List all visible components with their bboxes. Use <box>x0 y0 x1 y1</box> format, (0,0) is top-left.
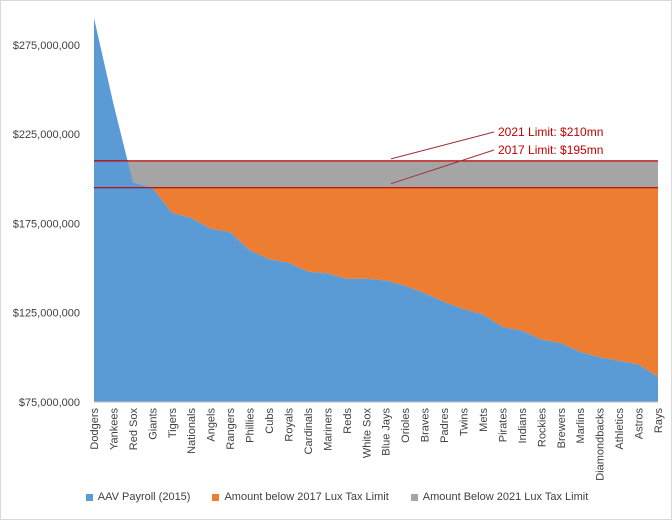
area-chart: 2021 Limit: $210mn 2017 Limit: $195mn $75,… <box>13 18 665 481</box>
xtick-label: Blue Jays <box>381 408 393 456</box>
xtick-label: Reds <box>342 408 354 434</box>
xtick-label: Rays <box>653 408 665 434</box>
xtick-label: Padres <box>439 408 451 443</box>
xtick-label: Royals <box>284 408 296 442</box>
xtick-label: Orioles <box>400 408 412 443</box>
area-2021-gap <box>94 160 658 188</box>
xtick-label: Red Sox <box>128 408 140 451</box>
xtick-label: Astros <box>634 408 646 440</box>
label-2021-limit: 2021 Limit: $210mn <box>498 125 603 139</box>
legend: AAV Payroll (2015) Amount below 2017 Lux… <box>1 491 672 503</box>
xtick-label: Angels <box>206 408 218 442</box>
xtick-label: Tigers <box>167 408 179 439</box>
xtick-label: Cardinals <box>303 408 315 455</box>
xtick-label: Braves <box>420 408 432 443</box>
pointer-2017-limit <box>390 149 495 185</box>
pointer-2021-limit <box>390 131 495 160</box>
area-2017-gap <box>94 187 658 377</box>
legend-swatch-2021 <box>410 493 418 501</box>
legend-item-2021: Amount Below 2021 Lux Tax Limit <box>410 491 589 503</box>
xtick-label: Diamondbacks <box>595 408 607 481</box>
label-2017-limit: 2017 Limit: $195mn <box>498 143 603 157</box>
xtick-label: Mariners <box>322 408 334 451</box>
area-aav-payroll <box>94 18 658 402</box>
xtick-label: Athletics <box>614 408 626 450</box>
xtick-label: Rockies <box>536 408 548 448</box>
xtick-label: Rangers <box>225 408 237 450</box>
ytick-label: $275,000,000 <box>13 40 80 52</box>
xtick-label: White Sox <box>361 408 373 459</box>
xtick-label: Pirates <box>497 408 509 443</box>
ytick-label: $175,000,000 <box>13 218 80 230</box>
xtick-label: Twins <box>459 408 471 437</box>
legend-swatch-aav <box>85 493 93 501</box>
xtick-label: Nationals <box>186 408 198 454</box>
ytick-label: $125,000,000 <box>13 308 80 320</box>
legend-swatch-2017 <box>212 493 220 501</box>
xtick-label: Brewers <box>556 408 568 449</box>
legend-label-aav: AAV Payroll (2015) <box>97 491 191 503</box>
ytick-label: $75,000,000 <box>19 397 80 409</box>
legend-label-2021: Amount Below 2021 Lux Tax Limit <box>422 491 589 503</box>
xtick-label: Indians <box>517 408 529 444</box>
legend-item-aav: AAV Payroll (2015) <box>85 491 191 503</box>
xtick-label: Marlins <box>575 408 587 444</box>
xtick-label: Phillies <box>245 408 257 443</box>
xtick-label: Dodgers <box>89 408 101 450</box>
xtick-label: Cubs <box>264 408 276 434</box>
legend-item-2017: Amount below 2017 Lux Tax Limit <box>212 491 389 503</box>
xtick-label: Yankees <box>108 408 120 450</box>
legend-label-2017: Amount below 2017 Lux Tax Limit <box>224 491 389 503</box>
ytick-label: $225,000,000 <box>13 129 80 141</box>
xtick-label: Giants <box>147 408 159 440</box>
xtick-label: Mets <box>478 408 490 432</box>
